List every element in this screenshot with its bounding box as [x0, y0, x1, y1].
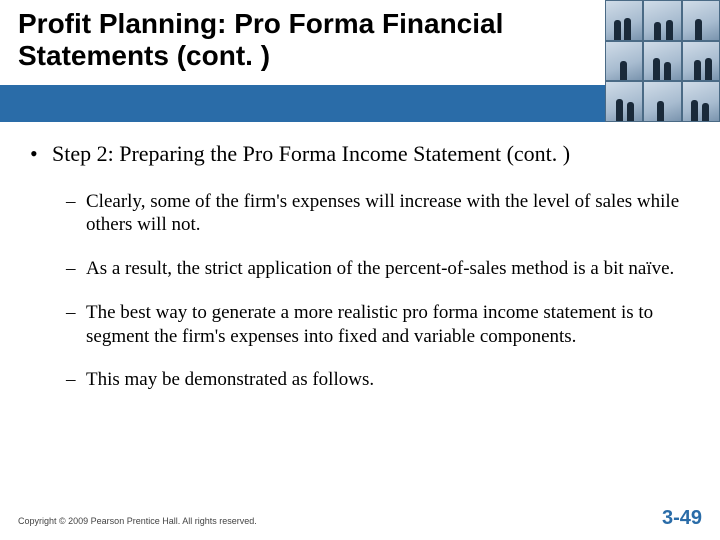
slide-body: • Step 2: Preparing the Pro Forma Income…	[30, 140, 690, 412]
slide-title: Profit Planning: Pro Forma Financial Sta…	[18, 8, 578, 72]
bullet-marker: –	[66, 257, 86, 281]
bullet-level-2: – As a result, the strict application of…	[66, 257, 690, 281]
bullet-text: The best way to generate a more realisti…	[86, 301, 690, 349]
copyright-text: Copyright © 2009 Pearson Prentice Hall. …	[18, 516, 257, 526]
bullet-text: As a result, the strict application of t…	[86, 257, 674, 281]
bullet-marker: –	[66, 368, 86, 392]
bullet-level-2: – This may be demonstrated as follows.	[66, 368, 690, 392]
slide-header: Profit Planning: Pro Forma Financial Sta…	[0, 0, 720, 122]
bullet-text: This may be demonstrated as follows.	[86, 368, 374, 392]
bullet-marker: –	[66, 301, 86, 349]
bullet-marker: •	[30, 140, 52, 168]
bullet-text: Clearly, some of the firm's expenses wil…	[86, 190, 690, 238]
bullet-level-2: – Clearly, some of the firm's expenses w…	[66, 190, 690, 238]
bullet-level-1: • Step 2: Preparing the Pro Forma Income…	[30, 140, 690, 168]
page-number: 3-49	[662, 507, 702, 530]
bullet-level-2: – The best way to generate a more realis…	[66, 301, 690, 349]
accent-bar	[0, 85, 605, 122]
corner-graphic	[605, 0, 720, 122]
bullet-marker: –	[66, 190, 86, 238]
bullet-text: Step 2: Preparing the Pro Forma Income S…	[52, 140, 570, 168]
